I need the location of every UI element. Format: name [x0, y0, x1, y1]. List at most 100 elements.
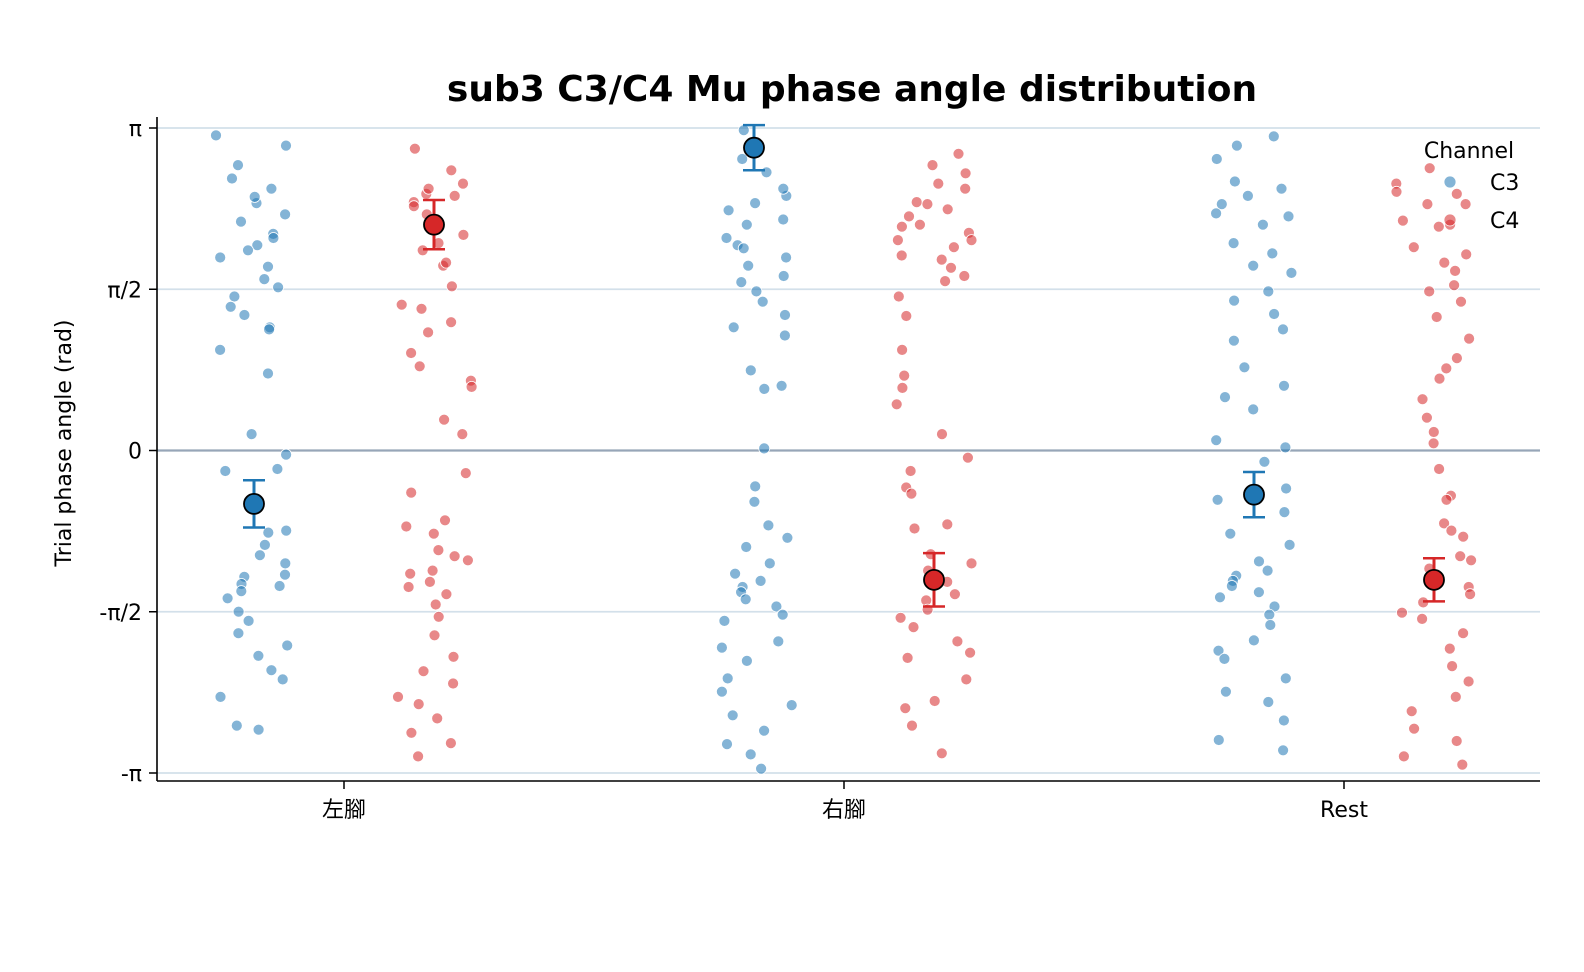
data-point-c4: [1432, 220, 1445, 233]
data-point-c3: [226, 172, 238, 185]
data-point-c4: [456, 428, 469, 441]
data-point-c3: [716, 641, 728, 654]
data-point-c3: [748, 495, 761, 508]
data-point-c3: [1215, 198, 1228, 211]
data-point-c4: [905, 487, 918, 500]
data-point-c3: [1210, 153, 1223, 165]
data-point-c4: [415, 302, 428, 315]
data-point-c3: [727, 321, 740, 334]
data-point-c3: [737, 242, 750, 255]
data-point-c3: [1275, 182, 1288, 195]
mean-marker-c3: [243, 492, 265, 515]
data-point-c4: [423, 576, 436, 588]
data-point-c4: [431, 712, 444, 725]
data-point-c3: [1214, 591, 1226, 604]
data-point-c3: [1278, 714, 1290, 727]
data-point-c4: [1440, 362, 1453, 375]
data-point-c4: [447, 650, 460, 663]
data-point-c3: [232, 605, 245, 618]
data-point-c4: [1445, 524, 1458, 537]
data-point-c4: [910, 196, 923, 209]
data-point-c4: [896, 343, 908, 356]
data-point-c3: [1238, 361, 1251, 374]
data-point-c4: [422, 182, 435, 195]
data-point-c3: [780, 251, 792, 264]
grid-lines: [157, 127, 1540, 774]
data-point-c4: [903, 210, 915, 223]
data-point-c3: [1210, 434, 1223, 447]
data-point-c3: [262, 260, 274, 273]
data-point-c3: [740, 541, 753, 553]
data-point-c3: [776, 608, 789, 621]
data-point-c3: [721, 738, 733, 750]
data-point-c3: [1279, 672, 1292, 685]
data-point-c4: [440, 588, 453, 601]
data-point-c3: [726, 709, 739, 722]
data-point-c4: [1460, 248, 1473, 261]
data-point-c4: [939, 275, 951, 288]
data-point-c4: [395, 298, 408, 311]
data-point-c3: [1266, 247, 1279, 260]
data-point-c3: [721, 672, 734, 685]
data-point-c3: [750, 285, 763, 298]
data-point-c4: [1407, 241, 1420, 254]
x-tick-label: 左腳: [322, 798, 366, 823]
y-tick-label: -π/2: [99, 601, 142, 626]
data-point-c3: [224, 300, 237, 313]
data-point-c3: [1262, 696, 1275, 708]
data-point-c4: [1440, 493, 1453, 506]
data-point-c3: [1285, 266, 1298, 279]
data-point-c3: [754, 575, 767, 587]
data-point-c4: [895, 249, 908, 262]
data-point-c3: [279, 568, 291, 581]
data-point-c4: [894, 611, 907, 624]
data-point-c4: [941, 203, 954, 216]
data-point-c4: [901, 652, 914, 664]
data-point-c4: [926, 159, 939, 172]
data-point-c3: [1231, 139, 1243, 152]
mean-marker-c3: [743, 136, 765, 159]
data-point-c4: [457, 228, 470, 241]
data-point-c4: [1421, 411, 1433, 424]
data-point-c3: [235, 215, 247, 228]
data-point-c3: [736, 153, 749, 165]
data-point-c4: [899, 702, 912, 715]
data-point-c3: [232, 627, 245, 640]
data-point-c3: [280, 524, 293, 537]
data-point-c3: [271, 463, 284, 475]
data-point-c4: [892, 290, 905, 303]
data-point-c3: [1247, 403, 1260, 416]
data-point-c4: [1451, 352, 1463, 365]
data-point-c3: [777, 182, 790, 195]
data-point-c3: [749, 197, 761, 210]
data-point-c3: [755, 762, 767, 775]
data-point-c4: [1464, 588, 1476, 601]
data-point-c4: [417, 665, 430, 678]
data-point-c3: [744, 364, 757, 377]
data-point-c4: [1433, 463, 1445, 475]
data-point-c3: [737, 124, 750, 137]
y-tick-label: -π: [121, 762, 142, 787]
legend-marker-c3: [1443, 175, 1457, 189]
data-point-c3: [276, 673, 289, 686]
data-point-c4: [1465, 554, 1477, 567]
data-point-c3: [253, 549, 266, 562]
data-point-c4: [1427, 426, 1440, 438]
data-point-c3: [1267, 130, 1280, 143]
data-point-c3: [230, 719, 243, 732]
data-point-c4: [898, 369, 911, 382]
data-point-c3: [214, 251, 227, 264]
data-point-c3: [749, 480, 762, 493]
legend-label-c4: C4: [1490, 209, 1519, 234]
data-point-c4: [438, 413, 451, 426]
y-tick-label: π/2: [107, 278, 142, 303]
data-point-c3: [1278, 379, 1290, 392]
data-point-c3: [238, 309, 251, 321]
data-point-c3: [1277, 323, 1289, 336]
data-point-c4: [952, 147, 965, 160]
data-point-c3: [1277, 744, 1289, 757]
data-point-c4: [440, 256, 453, 269]
scatter-points: [210, 124, 1477, 775]
data-point-c4: [945, 261, 957, 274]
data-point-c3: [262, 367, 274, 380]
